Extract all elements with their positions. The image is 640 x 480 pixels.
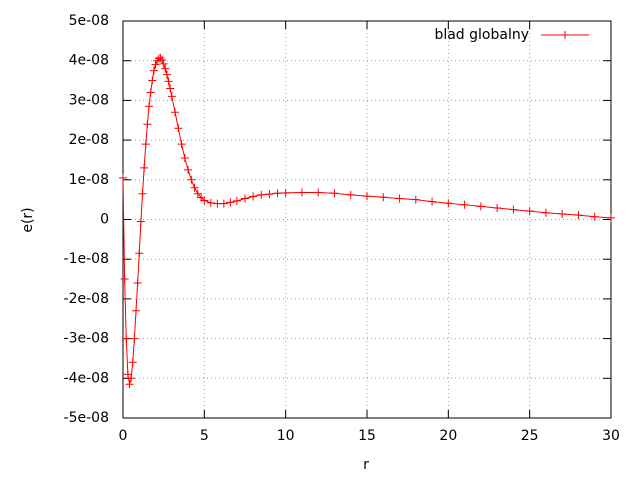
point-marker — [140, 163, 149, 172]
point-marker — [558, 209, 567, 218]
point-marker — [159, 59, 168, 68]
point-marker — [330, 189, 339, 198]
point-marker — [187, 175, 196, 184]
point-marker — [151, 60, 160, 69]
y-tick-label: 1e-08 — [69, 172, 109, 188]
point-marker — [232, 196, 241, 205]
point-marker — [219, 199, 228, 208]
point-marker — [460, 200, 469, 209]
point-marker — [363, 192, 371, 201]
legend-label: blad globalny — [434, 27, 529, 43]
x-tick-label: 25 — [521, 428, 539, 444]
point-marker — [346, 190, 355, 199]
point-marker — [314, 188, 323, 197]
point-marker — [128, 358, 137, 367]
point-marker — [122, 334, 131, 343]
point-marker — [133, 279, 142, 288]
point-marker — [541, 208, 550, 217]
point-marker — [148, 76, 157, 85]
point-marker — [125, 380, 134, 389]
x-axis-label: r — [363, 457, 369, 473]
point-marker — [120, 275, 129, 284]
point-marker — [177, 140, 186, 149]
point-marker — [146, 88, 155, 97]
point-marker — [162, 70, 171, 79]
point-marker — [509, 205, 518, 214]
point-marker — [161, 64, 170, 73]
point-marker — [265, 190, 274, 199]
y-tick-label: 4e-08 — [69, 53, 109, 69]
x-tick-label: 0 — [119, 428, 128, 444]
point-marker — [249, 192, 258, 201]
y-tick-label: 0 — [100, 212, 109, 228]
x-tick-label: 20 — [439, 428, 457, 444]
x-tick-label: 15 — [358, 428, 376, 444]
x-tick-label: 10 — [277, 428, 295, 444]
y-tick-label: -3e-08 — [64, 331, 109, 347]
point-marker — [281, 188, 290, 197]
point-marker — [184, 165, 193, 174]
point-marker — [273, 189, 282, 198]
point-marker — [135, 249, 144, 258]
point-marker — [138, 189, 147, 198]
y-tick-label: -1e-08 — [64, 251, 109, 267]
point-marker — [297, 188, 306, 197]
point-marker — [158, 55, 167, 64]
point-marker — [149, 66, 158, 75]
point-marker — [257, 190, 266, 199]
x-tick-label: 30 — [602, 428, 620, 444]
y-tick-label: -2e-08 — [64, 291, 109, 307]
point-marker — [444, 199, 453, 208]
point-marker — [171, 108, 180, 117]
point-marker — [141, 140, 150, 149]
y-tick-label: 3e-08 — [69, 92, 109, 108]
point-marker — [193, 189, 202, 198]
y-axis-label: e(r) — [20, 207, 36, 232]
point-marker — [590, 212, 599, 221]
point-marker — [166, 84, 175, 93]
point-marker — [476, 202, 485, 211]
point-marker — [226, 198, 235, 207]
point-marker — [127, 374, 136, 383]
point-marker — [241, 194, 249, 203]
point-marker — [428, 197, 437, 206]
x-tick-label: 5 — [200, 428, 209, 444]
point-marker — [525, 207, 534, 216]
y-tick-label: -5e-08 — [64, 410, 109, 426]
point-marker — [206, 198, 215, 207]
point-marker — [164, 77, 173, 86]
point-marker — [493, 203, 502, 212]
y-tick-label: 5e-08 — [69, 13, 109, 29]
point-marker — [180, 153, 189, 162]
point-marker — [119, 173, 127, 182]
point-marker — [123, 370, 132, 379]
point-marker — [130, 334, 139, 343]
point-marker — [200, 196, 209, 205]
point-marker — [574, 211, 583, 220]
point-marker — [167, 92, 176, 101]
point-marker — [132, 306, 141, 315]
point-marker — [607, 213, 615, 222]
point-marker — [411, 195, 420, 204]
point-marker — [174, 124, 183, 133]
point-marker — [156, 53, 165, 62]
point-marker — [395, 194, 404, 203]
point-marker — [190, 183, 199, 192]
legend-marker — [561, 31, 569, 39]
y-tick-label: -4e-08 — [64, 370, 109, 386]
y-tick-label: 2e-08 — [69, 132, 109, 148]
point-marker — [379, 193, 388, 202]
point-marker — [136, 217, 145, 226]
point-marker — [143, 120, 152, 129]
point-marker — [145, 102, 154, 111]
